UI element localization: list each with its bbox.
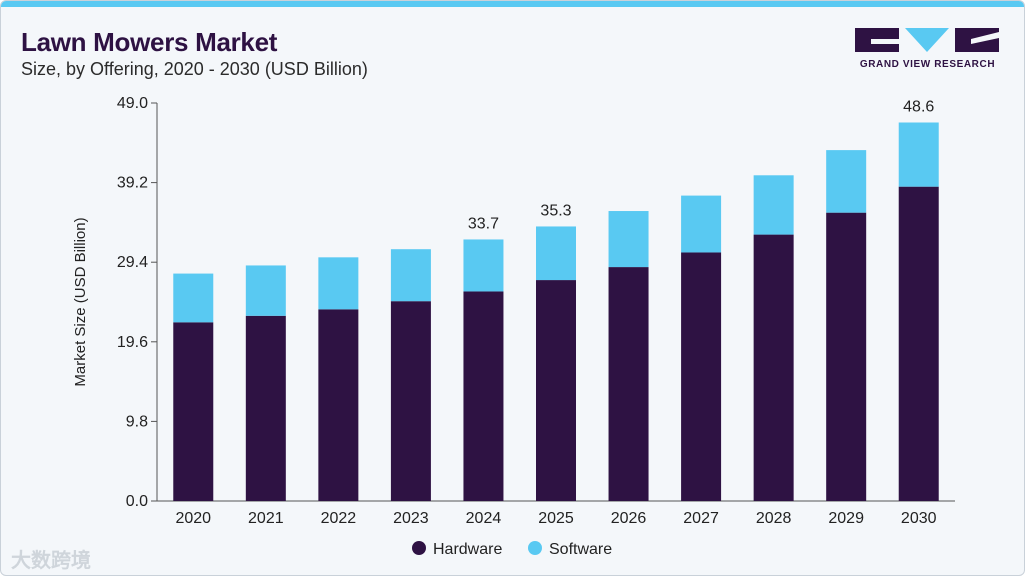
bar-hardware-2025 xyxy=(536,280,576,501)
y-tick-label: 9.8 xyxy=(126,413,148,430)
data-label-2030: 48.6 xyxy=(903,98,934,115)
bar-hardware-2026 xyxy=(608,267,649,501)
bar-hardware-2029 xyxy=(826,212,867,501)
legend-marker-software xyxy=(528,541,542,555)
chart-title: Lawn Mowers Market xyxy=(21,27,278,57)
chart-subtitle: Size, by Offering, 2020 - 2030 (USD Bill… xyxy=(21,59,368,79)
bar-software-2028 xyxy=(753,175,794,235)
bar-software-2027 xyxy=(681,195,722,253)
x-tick-label: 2029 xyxy=(828,510,864,527)
legend-label-hardware: Hardware xyxy=(433,541,502,558)
x-tick-label: 2027 xyxy=(683,510,719,527)
data-label-2025: 35.3 xyxy=(540,202,571,219)
bar-hardware-2024 xyxy=(463,291,504,501)
bar-hardware-2022 xyxy=(318,309,359,501)
bar-software-2020 xyxy=(173,273,214,323)
y-tick-label: 39.2 xyxy=(117,175,148,192)
legend-label-software: Software xyxy=(549,541,612,558)
watermark: 大数跨境 xyxy=(11,548,91,572)
brand-logo-icon xyxy=(855,28,999,52)
bar-software-2029 xyxy=(826,150,867,213)
x-tick-label: 2030 xyxy=(901,510,937,527)
y-tick-label: 0.0 xyxy=(126,493,148,510)
x-tick-label: 2028 xyxy=(756,510,792,527)
bar-hardware-2020 xyxy=(173,322,214,501)
bar-hardware-2021 xyxy=(245,315,286,501)
bar-software-2030 xyxy=(898,122,939,187)
x-tick-label: 2025 xyxy=(538,510,574,527)
bar-software-2023 xyxy=(390,249,431,302)
bar-software-2025 xyxy=(536,226,576,281)
accent-bar xyxy=(1,1,1024,7)
x-tick-label: 2023 xyxy=(393,510,429,527)
y-axis-title: Market Size (USD Billion) xyxy=(72,217,89,386)
x-tick-label: 2021 xyxy=(248,510,284,527)
x-tick-label: 2022 xyxy=(321,510,357,527)
bar-hardware-2030 xyxy=(898,186,939,501)
y-tick-label: 29.4 xyxy=(117,254,148,271)
bar-software-2022 xyxy=(318,257,359,310)
x-tick-label: 2026 xyxy=(611,510,647,527)
brand-logo: GRAND VIEW RESEARCH xyxy=(855,28,1000,76)
bar-software-2021 xyxy=(245,265,286,316)
bar-hardware-2028 xyxy=(753,234,794,501)
x-tick-label: 2020 xyxy=(175,510,211,527)
y-tick-label: 19.6 xyxy=(117,334,148,351)
y-tick-label: 49.0 xyxy=(117,95,148,112)
bar-hardware-2027 xyxy=(681,252,722,501)
bar-hardware-2023 xyxy=(390,301,431,501)
data-label-2024: 33.7 xyxy=(468,215,499,232)
bar-software-2026 xyxy=(608,211,649,268)
bar-software-2024 xyxy=(463,239,504,292)
legend-marker-hardware xyxy=(412,541,426,555)
brand-name: GRAND VIEW RESEARCH xyxy=(859,59,996,70)
x-tick-label: 2024 xyxy=(466,510,502,527)
